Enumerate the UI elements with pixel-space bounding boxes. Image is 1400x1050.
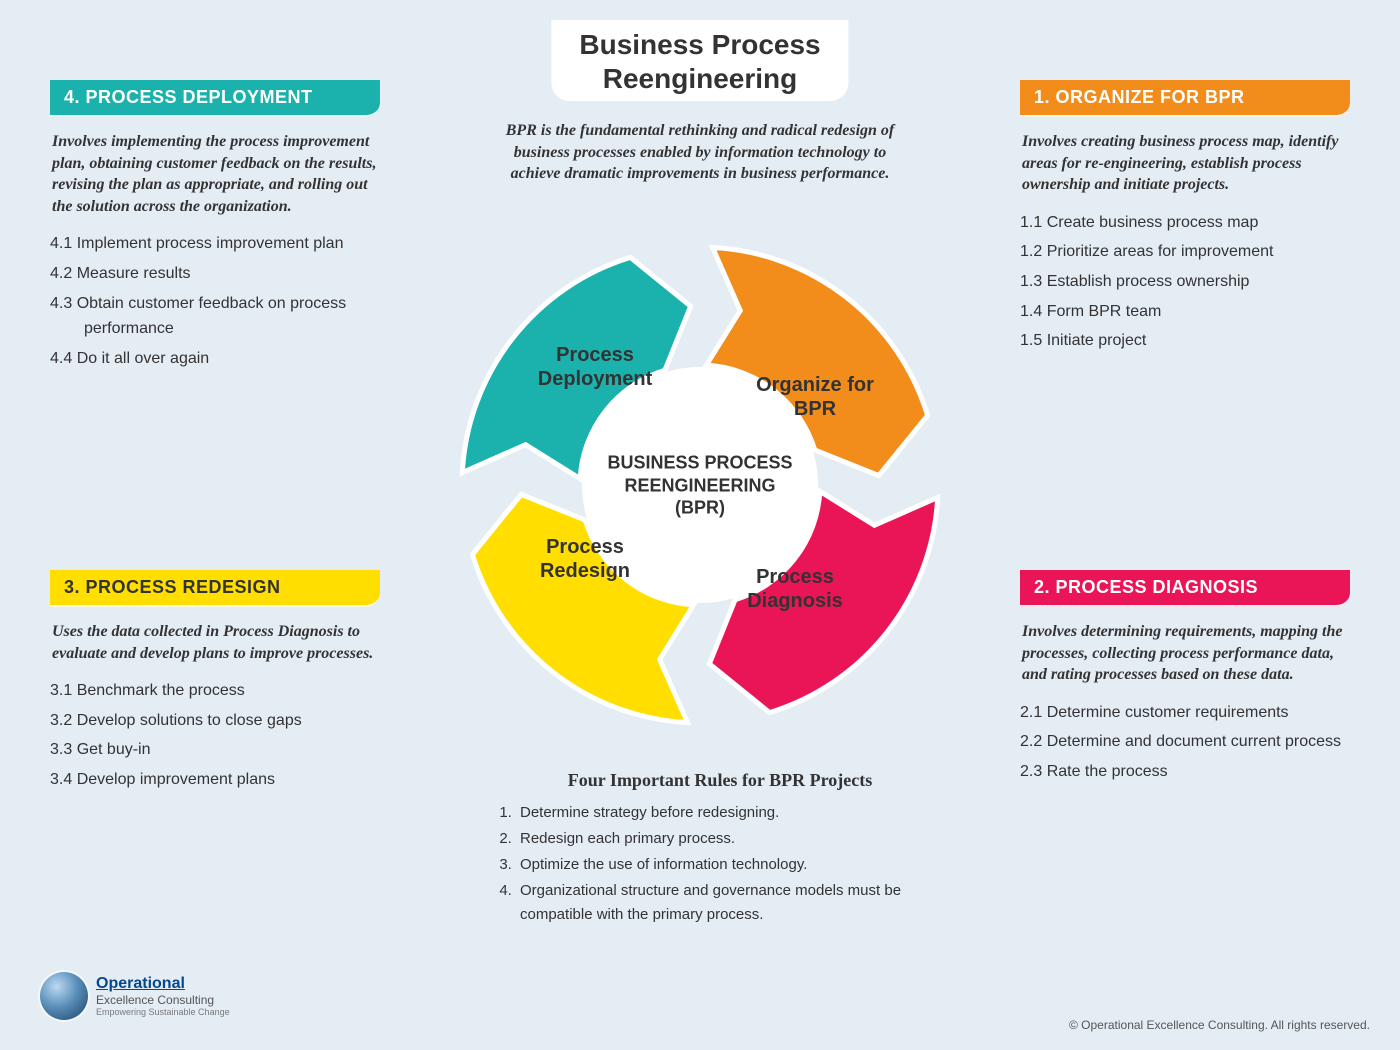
list-item: 1.5 Initiate project xyxy=(1020,328,1350,354)
section-items-deploy: 4.1 Implement process improvement plan 4… xyxy=(50,231,380,371)
copyright-text: © Operational Excellence Consulting. All… xyxy=(1069,1018,1370,1032)
section-diagnosis: 2. PROCESS DIAGNOSIS Involves determinin… xyxy=(1020,570,1350,789)
list-item: 1.3 Establish process ownership xyxy=(1020,269,1350,295)
section-items-redesign: 3.1 Benchmark the process 3.2 Develop so… xyxy=(50,678,380,792)
list-item: Organizational structure and governance … xyxy=(516,879,970,927)
logo-line3: Empowering Sustainable Change xyxy=(96,1007,230,1017)
title-line2: Reengineering xyxy=(579,62,820,96)
list-item: 4.4 Do it all over again xyxy=(50,346,380,372)
section-header-diagnosis: 2. PROCESS DIAGNOSIS xyxy=(1020,570,1350,607)
infographic-page: Business Process Reengineering BPR is th… xyxy=(0,0,1400,1050)
section-desc-deploy: Involves implementing the process improv… xyxy=(52,131,378,217)
list-item: 3.1 Benchmark the process xyxy=(50,678,380,704)
section-desc-redesign: Uses the data collected in Process Diagn… xyxy=(52,621,378,664)
list-item: 1.4 Form BPR team xyxy=(1020,299,1350,325)
brand-logo: Operational Excellence Consulting Empowe… xyxy=(40,972,230,1020)
list-item: 1.1 Create business process map xyxy=(1020,210,1350,236)
rules-list: Determine strategy before redesigning. R… xyxy=(470,801,970,927)
section-items-diagnosis: 2.1 Determine customer requirements 2.2 … xyxy=(1020,700,1350,785)
list-item: Redesign each primary process. xyxy=(516,827,970,851)
list-item: 4.3 Obtain customer feedback on process … xyxy=(50,291,380,342)
list-item: Determine strategy before redesigning. xyxy=(516,801,970,825)
logo-line2: Excellence Consulting xyxy=(96,993,230,1007)
section-header-redesign: 3. PROCESS REDESIGN xyxy=(50,570,380,607)
section-desc-diagnosis: Involves determining requirements, mappi… xyxy=(1022,621,1348,686)
list-item: 3.4 Develop improvement plans xyxy=(50,767,380,793)
list-item: 2.3 Rate the process xyxy=(1020,759,1350,785)
page-title: Business Process Reengineering xyxy=(551,20,848,101)
list-item: 2.2 Determine and document current proce… xyxy=(1020,729,1350,755)
section-header-organize: 1. ORGANIZE FOR BPR xyxy=(1020,80,1350,117)
section-organize: 1. ORGANIZE FOR BPR Involves creating bu… xyxy=(1020,80,1350,358)
section-deploy: 4. PROCESS DEPLOYMENT Involves implement… xyxy=(50,80,380,375)
list-item: 1.2 Prioritize areas for improvement xyxy=(1020,239,1350,265)
bpr-definition: BPR is the fundamental rethinking and ra… xyxy=(490,120,910,185)
logo-text: Operational Excellence Consulting Empowe… xyxy=(96,975,230,1017)
list-item: 4.2 Measure results xyxy=(50,261,380,287)
center-label: BUSINESS PROCESS REENGINEERING (BPR) xyxy=(600,451,800,519)
rules-block: Four Important Rules for BPR Projects De… xyxy=(470,770,970,929)
title-line1: Business Process xyxy=(579,28,820,62)
section-redesign: 3. PROCESS REDESIGN Uses the data collec… xyxy=(50,570,380,797)
list-item: 3.2 Develop solutions to close gaps xyxy=(50,708,380,734)
cycle-diagram: BUSINESS PROCESS REENGINEERING (BPR) Org… xyxy=(450,235,950,735)
list-item: 3.3 Get buy-in xyxy=(50,737,380,763)
globe-icon xyxy=(40,972,88,1020)
rules-title: Four Important Rules for BPR Projects xyxy=(470,770,970,791)
logo-line1: Operational xyxy=(96,975,230,993)
list-item: 4.1 Implement process improvement plan xyxy=(50,231,380,257)
list-item: Optimize the use of information technolo… xyxy=(516,853,970,877)
section-desc-organize: Involves creating business process map, … xyxy=(1022,131,1348,196)
section-items-organize: 1.1 Create business process map 1.2 Prio… xyxy=(1020,210,1350,354)
list-item: 2.1 Determine customer requirements xyxy=(1020,700,1350,726)
section-header-deploy: 4. PROCESS DEPLOYMENT xyxy=(50,80,380,117)
